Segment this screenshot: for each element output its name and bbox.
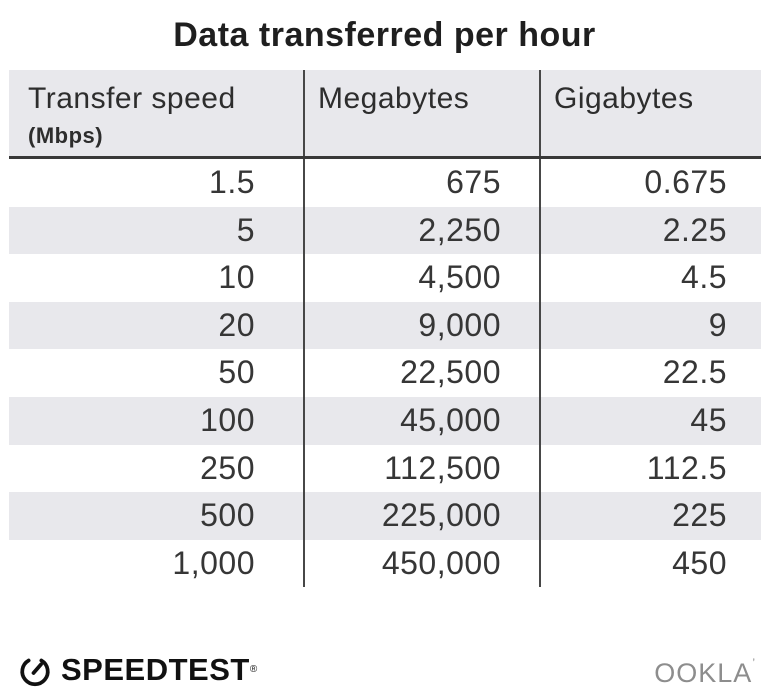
ookla-trademark-mark: ’ [752, 656, 755, 670]
cell-gigabytes: 450 [539, 539, 761, 588]
cell-megabytes: 225,000 [303, 492, 539, 540]
page-title: Data transferred per hour [173, 16, 596, 54]
col-header-transfer-speed-label: Transfer speed [28, 82, 236, 115]
cell-gigabytes: 22.5 [539, 349, 761, 397]
cell-speed: 50 [218, 354, 255, 391]
table-row: 50 22,500 22.5 [9, 349, 761, 397]
cell-megabytes: 675 [303, 159, 539, 207]
speedtest-logo: SPEEDTEST ® [17, 652, 257, 688]
table-row: 1.5 675 0.675 [9, 159, 761, 207]
speedtest-gauge-icon [20, 658, 50, 687]
table-row: 100 45,000 45 [9, 396, 761, 445]
cell-speed: 5 [236, 211, 255, 248]
cell-gigabytes: 9 [539, 301, 761, 350]
cell-gigabytes: 4.5 [539, 254, 761, 302]
cell-gigabytes: 112.5 [539, 444, 761, 493]
cell-speed: 10 [218, 259, 255, 296]
col-header-transfer-speed-unit: (Mbps) [28, 123, 104, 148]
cell-megabytes: 450,000 [303, 539, 539, 588]
cell-speed: 100 [200, 401, 255, 438]
cell-megabytes: 4,500 [303, 254, 539, 302]
cell-speed: 20 [218, 306, 255, 343]
speedtest-wordmark: SPEEDTEST [61, 652, 250, 687]
data-table: Transfer speed (Mbps) Megabytes Gigabyte… [9, 70, 761, 588]
cell-speed: 250 [200, 449, 255, 486]
table-row: 5 2,250 2.25 [9, 206, 761, 255]
table-row: 250 112,500 112.5 [9, 444, 761, 493]
col-header-transfer-speed: Transfer speed (Mbps) [9, 70, 303, 156]
cell-speed: 500 [200, 497, 255, 534]
table-row: 1,000 450,000 450 [9, 539, 761, 588]
cell-megabytes: 2,250 [303, 206, 539, 255]
ookla-wordmark: OOKLA [654, 658, 753, 688]
speedtest-registered-mark: ® [249, 663, 258, 675]
ookla-logo: OOKLA’ [654, 656, 755, 689]
cell-gigabytes: 45 [539, 396, 761, 445]
cell-speed: 1,000 [172, 544, 255, 581]
cell-gigabytes: 225 [539, 492, 761, 540]
cell-megabytes: 9,000 [303, 301, 539, 350]
table-row: 500 225,000 225 [9, 492, 761, 540]
cell-gigabytes: 0.675 [539, 159, 761, 207]
table-row: 20 9,000 9 [9, 301, 761, 350]
cell-gigabytes: 2.25 [539, 206, 761, 255]
cell-megabytes: 22,500 [303, 349, 539, 397]
table-header-row: Transfer speed (Mbps) Megabytes Gigabyte… [9, 70, 761, 159]
table-row: 10 4,500 4.5 [9, 254, 761, 302]
cell-speed: 1.5 [209, 164, 255, 200]
col-header-megabytes: Megabytes [303, 70, 539, 156]
cell-megabytes: 112,500 [303, 444, 539, 493]
cell-megabytes: 45,000 [303, 396, 539, 445]
col-header-gigabytes: Gigabytes [539, 70, 761, 156]
